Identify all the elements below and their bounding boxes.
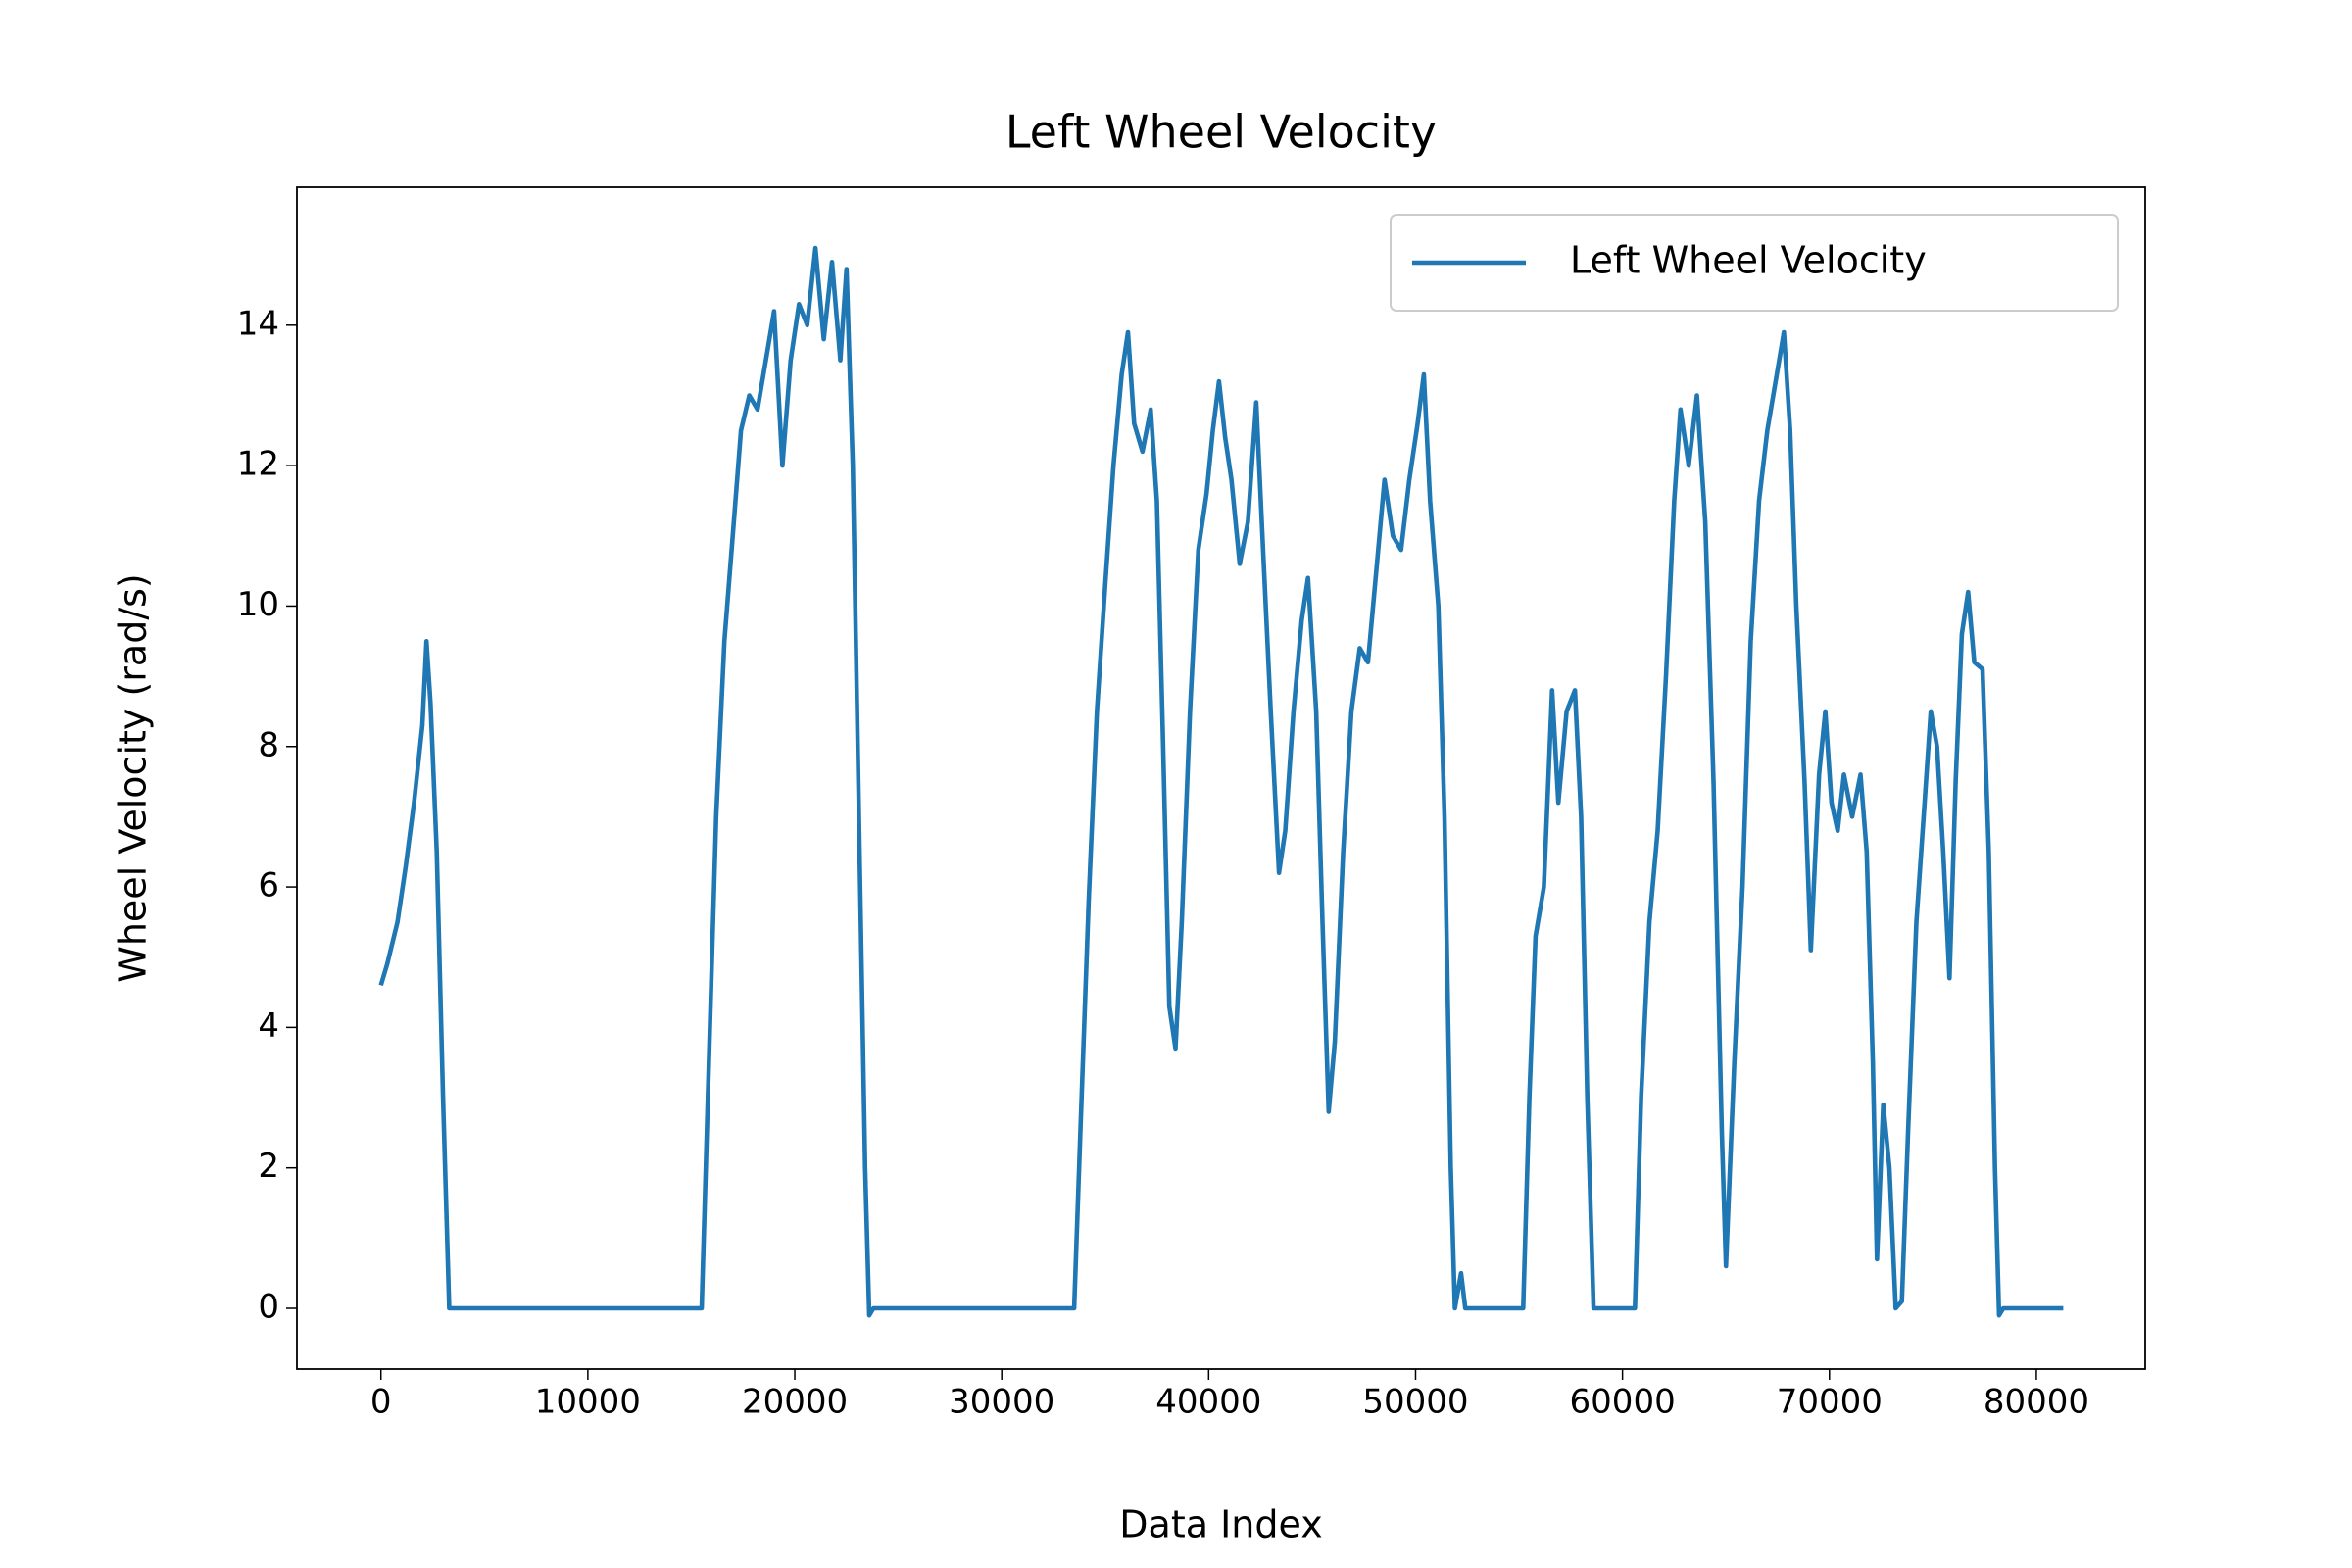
y-tick-label: 8	[258, 725, 279, 764]
legend-label: Left Wheel Velocity	[1570, 239, 1927, 282]
y-tick-label: 2	[258, 1147, 279, 1186]
legend-box	[1390, 214, 2119, 312]
x-tick-label: 40000	[1155, 1383, 1261, 1422]
data-line	[378, 245, 2064, 1318]
y-axis-label: Wheel Velocity (rad/s)	[112, 573, 155, 982]
x-tick-label: 70000	[1777, 1383, 1883, 1422]
y-tick-label: 10	[237, 585, 279, 624]
x-tick-label: 30000	[949, 1383, 1054, 1422]
plot-frame	[296, 186, 2146, 1370]
x-tick-label: 80000	[1984, 1383, 2089, 1422]
y-tick-label: 0	[258, 1288, 279, 1327]
y-tick-label: 14	[237, 304, 279, 343]
y-tick-label: 6	[258, 866, 279, 906]
x-tick-label: 20000	[742, 1383, 848, 1422]
x-tick-label: 60000	[1570, 1383, 1676, 1422]
x-tick-label: 10000	[535, 1383, 641, 1422]
x-tick-label: 50000	[1362, 1383, 1468, 1422]
y-tick-label: 12	[237, 445, 279, 484]
y-tick-label: 4	[258, 1006, 279, 1046]
chart-title: Left Wheel Velocity	[1005, 106, 1437, 159]
x-axis-label: Data Index	[1119, 1503, 1322, 1546]
x-tick-label: 0	[370, 1383, 392, 1422]
